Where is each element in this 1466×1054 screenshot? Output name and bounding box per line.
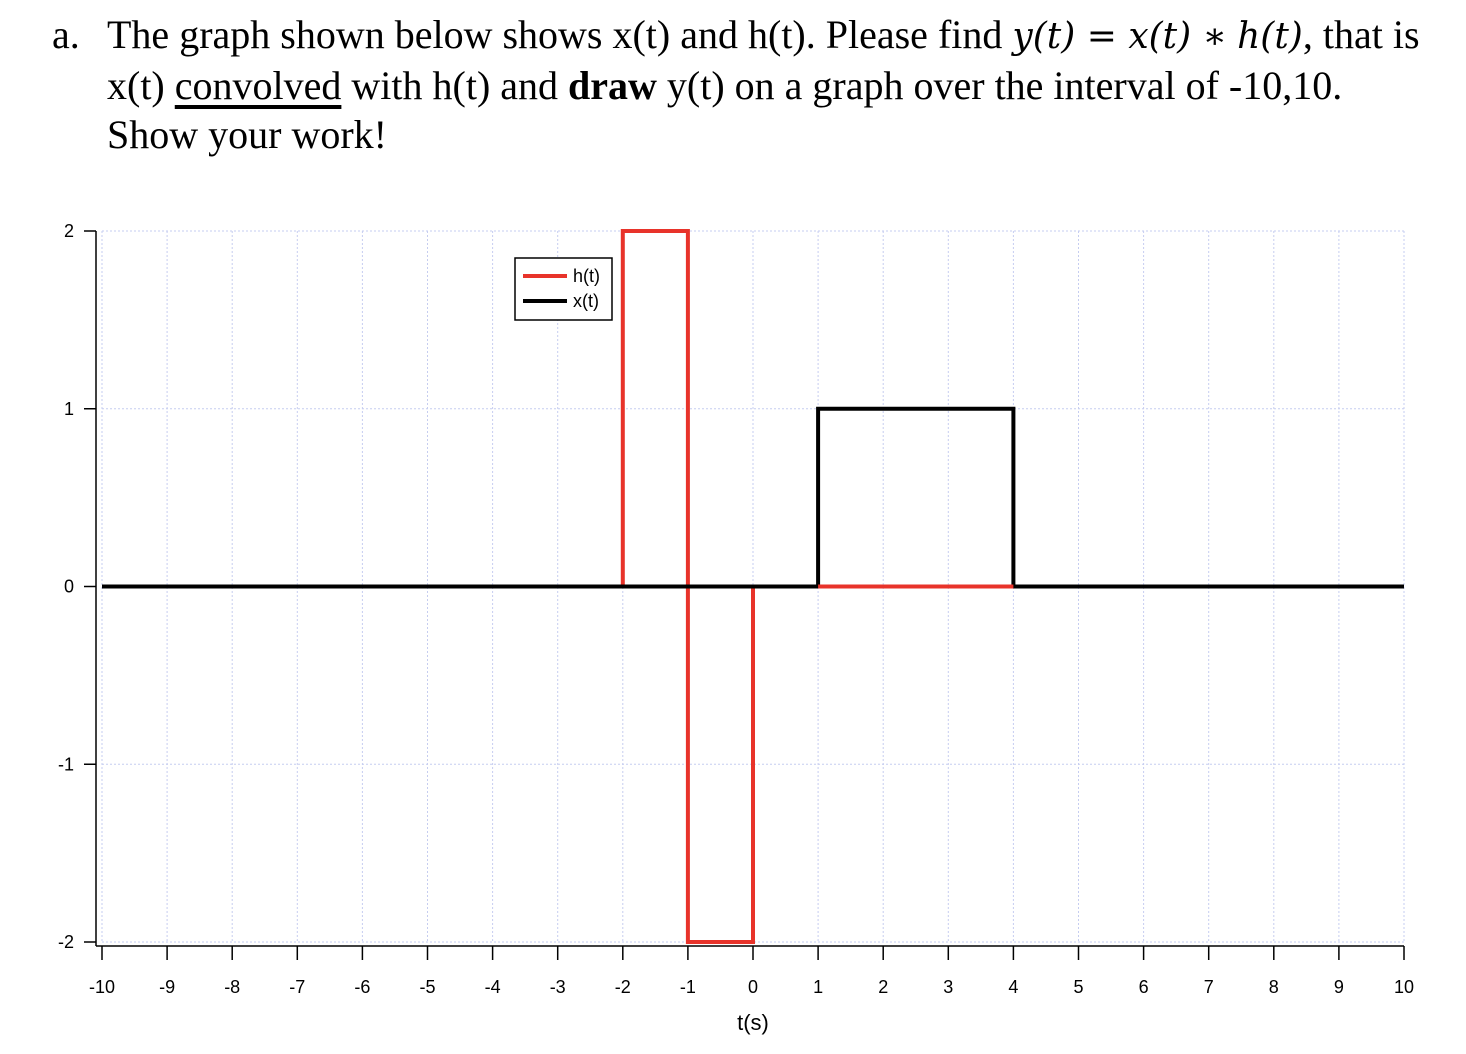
problem-statement: a. The graph shown below shows x(t) and … <box>52 10 1432 159</box>
x-tick-label: 0 <box>748 977 758 997</box>
x-tick-label: 6 <box>1139 977 1149 997</box>
problem-marker: a. <box>52 12 80 57</box>
x-tick-label: -9 <box>159 977 175 997</box>
legend: h(t) x(t) <box>514 257 613 321</box>
x-tick-label: -5 <box>419 977 435 997</box>
legend-label: h(t) <box>573 266 600 286</box>
y-tick-label: -2 <box>58 932 74 952</box>
legend-box <box>514 257 613 321</box>
y-tick-label: -1 <box>58 754 74 774</box>
x-tick-label: 1 <box>813 977 823 997</box>
x-tick-label: 3 <box>943 977 953 997</box>
x-tick-label: -10 <box>89 977 115 997</box>
problem-text-part1: The graph shown below shows x(t) and h(t… <box>107 12 1013 57</box>
x-tick-label: -2 <box>615 977 631 997</box>
x-tick-label: -7 <box>289 977 305 997</box>
problem-text-part3: with h(t) and <box>341 63 569 108</box>
x-tick-label: 10 <box>1394 977 1414 997</box>
x-tick-label: -1 <box>680 977 696 997</box>
problem-text-part2: , that is x(t) <box>107 12 1420 108</box>
equation-h: h(t) <box>1237 16 1303 57</box>
equation-x: x(t) ∗ <box>1116 16 1228 57</box>
x-tick-label: -4 <box>485 977 501 997</box>
y-tick-label: 2 <box>64 221 74 241</box>
problem-text: The graph shown below shows x(t) and h(t… <box>107 10 1432 159</box>
series-line-x(t) <box>102 406 1404 589</box>
x-tick-label: 8 <box>1269 977 1279 997</box>
x-axis-title: t(s) <box>737 1010 769 1035</box>
x-tick-label: 9 <box>1334 977 1344 997</box>
problem-text-part4: y(t) on a graph over the interval of -10… <box>107 63 1343 157</box>
equation-y: y(t) = <box>1012 16 1117 57</box>
x-tick-label: 4 <box>1008 977 1018 997</box>
bold-word: draw <box>568 63 657 108</box>
x-tick-label: 5 <box>1073 977 1083 997</box>
series-lines <box>102 229 1404 944</box>
y-tick-label: 1 <box>64 399 74 419</box>
x-tick-label: -3 <box>550 977 566 997</box>
x-tick-label: 7 <box>1204 977 1214 997</box>
y-tick-label: 0 <box>64 577 74 597</box>
underlined-word: convolved <box>174 63 342 108</box>
x-tick-label: 2 <box>878 977 888 997</box>
x-tick-label: -6 <box>354 977 370 997</box>
legend-label: x(t) <box>573 291 599 311</box>
x-tick-label: -8 <box>224 977 240 997</box>
